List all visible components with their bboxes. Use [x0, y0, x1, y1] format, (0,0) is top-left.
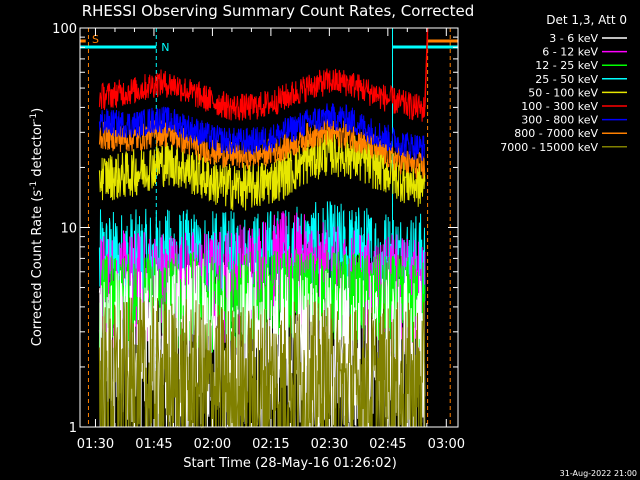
x-tick-label-4: 02:30 [311, 437, 348, 452]
x-tick-label-1: 01:45 [135, 437, 172, 452]
saa-label: S [92, 33, 99, 46]
axes-layer: 01:30 01:45 02:00 02:15 02:30 02:45 03:00 1 10 10… [52, 22, 465, 452]
series-line-7 [98, 103, 426, 161]
legend-header: Det 1,3, Att 0 [546, 13, 627, 27]
x-tick-label-6: 03:00 [428, 437, 465, 452]
series-line-8 [98, 68, 426, 122]
y-axis-label: Corrected Count Rate (s-1 detector-1) [29, 108, 45, 346]
series-line-5 [98, 128, 426, 211]
y-axis-label-part3: ) [30, 108, 45, 113]
y-axis-label-part1: Corrected Count Rate (s [30, 190, 45, 347]
y-tick-label-1: 10 [60, 222, 77, 237]
x-tick-label-3: 02:15 [252, 437, 289, 452]
legend-label-6: 300 - 800 keV [521, 114, 598, 127]
legend-label-5: 100 - 300 keV [521, 100, 598, 113]
y-axis-label-sup1: -1 [29, 181, 39, 190]
legend-label-4: 50 - 100 keV [528, 86, 598, 99]
legend-label-0: 3 - 6 keV [549, 32, 598, 45]
legend-label-3: 25 - 50 keV [535, 73, 598, 86]
y-tick-label-0: 1 [69, 421, 77, 436]
night-label: N [161, 41, 169, 54]
series-layer [98, 27, 429, 429]
x-axis-label: Start Time (28-May-16 01:26:02) [183, 456, 397, 471]
x-tick-label-0: 01:30 [77, 437, 114, 452]
legend-label-7: 800 - 7000 keV [514, 127, 598, 140]
y-tick-label-2: 100 [52, 22, 77, 37]
y-axis-label-part2: detector [30, 121, 45, 181]
footer-date: 31-Aug-2022 21:00 [560, 469, 637, 478]
legend-label-8: 7000 - 15000 keV [500, 141, 598, 154]
spike-line [424, 27, 429, 108]
series-line-4 [98, 296, 426, 429]
x-tick-label-2: 02:00 [194, 437, 231, 452]
legend-label-2: 12 - 25 keV [535, 59, 598, 72]
x-tick-label-5: 02:45 [369, 437, 406, 452]
y-axis-label-sup2: -1 [29, 113, 39, 122]
chart-title: RHESSI Observing Summary Count Rates, Co… [82, 2, 475, 20]
legend-label-1: 6 - 12 keV [542, 46, 598, 59]
